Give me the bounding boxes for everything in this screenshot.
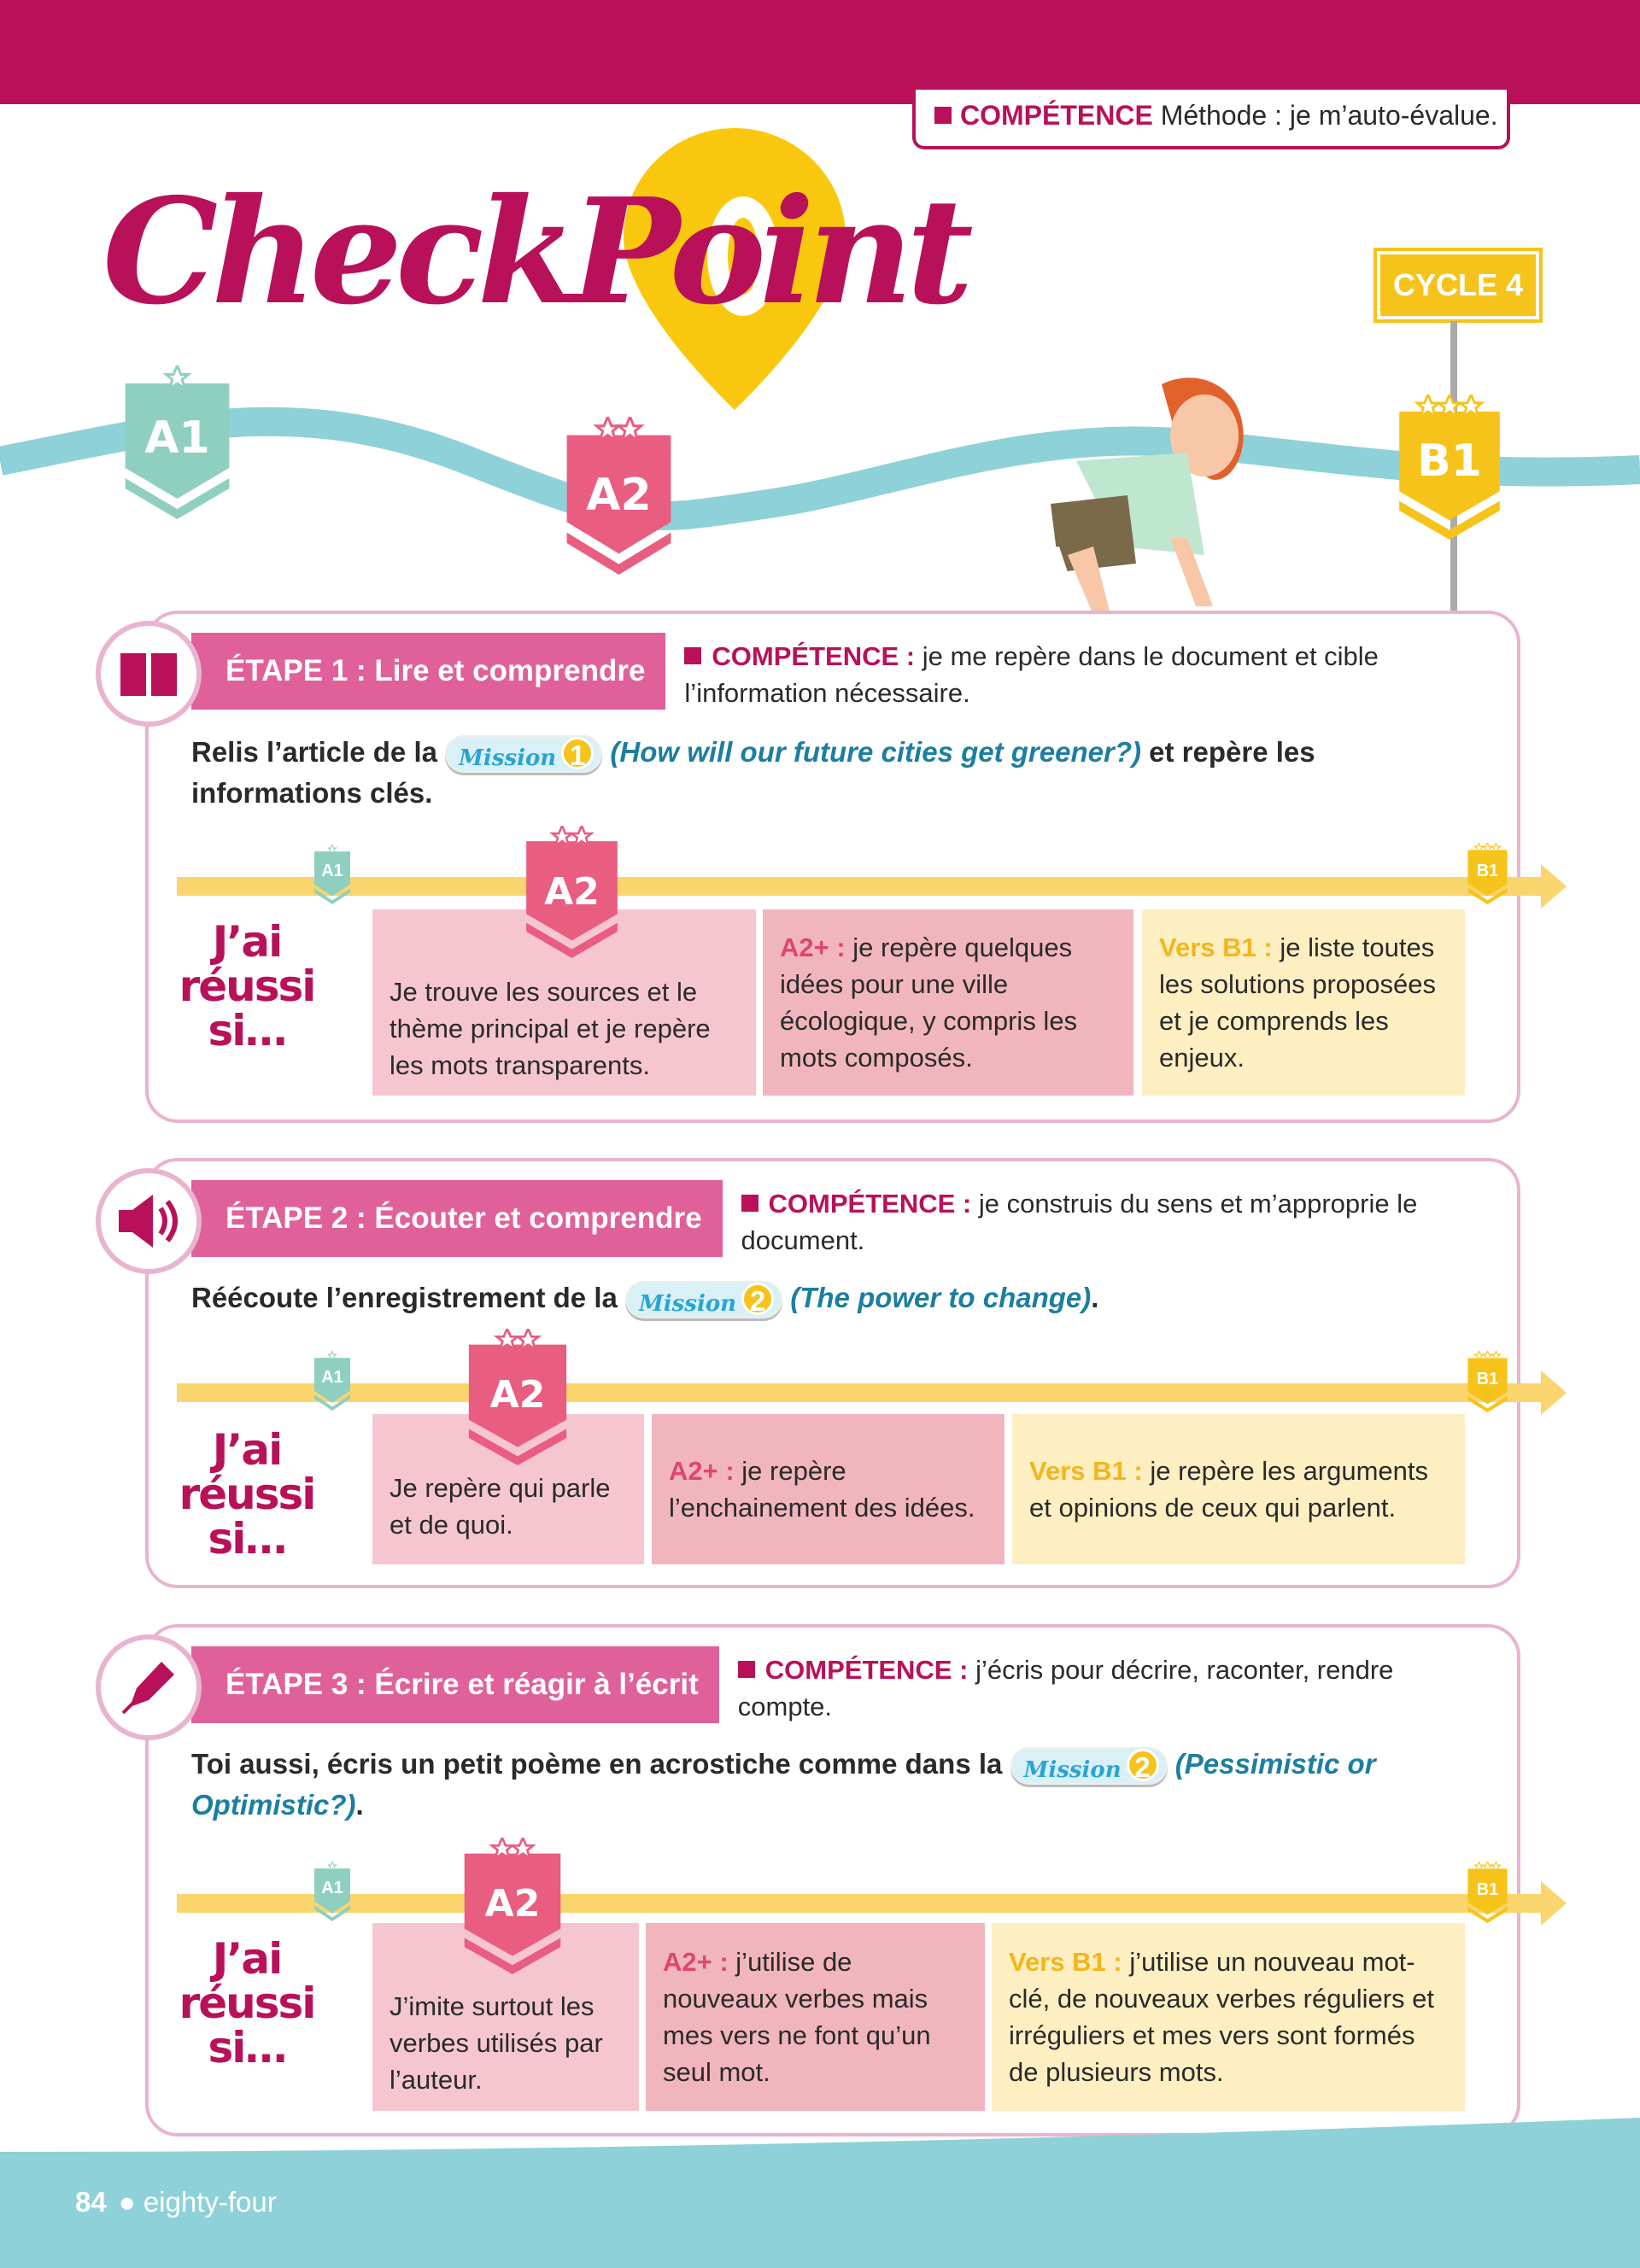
instruction: Toi aussi, écris un petit poème en acros… [191, 1747, 1376, 1821]
mini-badge-a1: A1 [311, 1862, 354, 1921]
card-vers-b1: Vers B1 : je liste toutes les solutions … [1142, 909, 1465, 1096]
cycle-sign: CYCLE 4 [1374, 248, 1543, 323]
instruction: Réécoute l’enregistrement de la Mission 2… [191, 1281, 1099, 1319]
badge-shape [1467, 1351, 1508, 1412]
badge-shape [314, 1351, 350, 1411]
progress-bar [177, 1383, 1543, 1402]
jai-reussi-si: J’ai réussi si… [179, 917, 317, 1055]
etape-1-section: ÉTAPE 1 : Lire et comprendre COMPÉTENCE … [96, 611, 1567, 1123]
mini-badge-b1: B1 [1464, 1351, 1511, 1412]
etape-title: ÉTAPE 1 : Lire et comprendre [191, 633, 666, 710]
badge-a2: A2 [455, 1838, 570, 1974]
mission-tag: Mission 2 [1010, 1747, 1168, 1786]
speaker-icon [96, 1168, 202, 1274]
badge-shape [566, 417, 671, 575]
competence-text: Méthode : je m’auto-évalue. [1160, 100, 1498, 131]
pen-nib-icon [96, 1634, 202, 1740]
mini-badge-a1: A1 [311, 1351, 354, 1411]
arrow-right-icon [1541, 864, 1567, 909]
badge-shape [1399, 395, 1500, 540]
page-number-words: eighty-four [143, 2186, 277, 2218]
badge-shape [1467, 843, 1508, 904]
badge-shape [1467, 1862, 1508, 1923]
section-header: ÉTAPE 3 : Écrire et réagir à l’écrit COM… [191, 1646, 1490, 1725]
level-badge-b1: B1 [1390, 395, 1509, 540]
page-number: 84 [75, 2186, 107, 2218]
badge-shape [125, 365, 230, 519]
top-banner [0, 0, 1640, 104]
badge-label: B1 [1417, 435, 1482, 487]
card-vers-b1: Vers B1 : je repère les arguments et opi… [1012, 1414, 1465, 1564]
section-competence: COMPÉTENCE : je construis du sens et m’a… [741, 1189, 1418, 1255]
badge-shape [314, 1862, 350, 1921]
badge-label: A1 [144, 412, 210, 464]
mission-tag: Mission 1 [445, 735, 603, 774]
etape-3-section: ÉTAPE 3 : Écrire et réagir à l’écrit COM… [96, 1624, 1567, 2136]
badge-shape [468, 1329, 567, 1465]
badge-a2: A2 [518, 826, 626, 958]
arrow-right-icon [1541, 1371, 1567, 1415]
card-vers-b1: Vers B1 : j’utilise un nouveau mot-clé, … [992, 1923, 1465, 2111]
etape-2-section: ÉTAPE 2 : Écouter et comprendre COMPÉTEN… [96, 1158, 1567, 1588]
progress-bar [177, 877, 1543, 896]
card-a2-plus: A2+ : j’utilise de nouveaux verbes mais … [646, 1923, 985, 2111]
page-footer: 84 ● eighty-four [75, 2186, 277, 2218]
mission-tag: Mission 2 [625, 1281, 783, 1319]
badge-label: A2 [586, 470, 652, 521]
bottom-band [0, 2118, 1640, 2268]
jai-reussi-si: J’ai réussi si… [179, 1934, 317, 2072]
card-a2-plus: A2+ : je repère quelques idées pour une … [763, 909, 1133, 1096]
jai-reussi-si: J’ai réussi si… [179, 1425, 317, 1564]
checkpoint-logo: CheckPoint [102, 128, 1085, 410]
badge-shape [464, 1838, 561, 1974]
book-icon [96, 621, 202, 727]
mini-badge-b1: B1 [1464, 1862, 1511, 1923]
progress-wave [0, 406, 1640, 531]
etape-title: ÉTAPE 2 : Écouter et comprendre [191, 1180, 723, 1257]
card-a2: J’imite surtout les verbes utilisés par … [372, 1923, 639, 2111]
section-header: ÉTAPE 1 : Lire et comprendre COMPÉTENCE … [191, 633, 1490, 711]
card-a2: Je trouve les sources et le thème princi… [372, 909, 756, 1096]
level-badge-a1: A1 [115, 365, 239, 519]
page-title: CheckPoint [102, 167, 974, 337]
badge-shape [314, 845, 350, 904]
mini-badge-b1: B1 [1464, 843, 1511, 904]
card-a2-plus: A2+ : je repère l’enchainement des idées… [652, 1414, 1004, 1564]
badge-a2: A2 [460, 1329, 576, 1465]
section-competence: COMPÉTENCE : je me repère dans le docume… [684, 641, 1379, 708]
level-badge-a2: A2 [557, 417, 681, 575]
section-competence: COMPÉTENCE : j’écris pour décrire, racon… [737, 1655, 1394, 1721]
competence-label: COMPÉTENCE [960, 100, 1153, 131]
arrow-right-icon [1541, 1881, 1567, 1926]
instruction: Relis l’article de la Mission 1 (How will… [191, 735, 1315, 810]
badge-shape [526, 826, 618, 958]
square-bullet-icon [934, 107, 952, 124]
etape-title: ÉTAPE 3 : Écrire et réagir à l’écrit [191, 1646, 719, 1723]
running-girl-illustration [965, 377, 1244, 615]
section-header: ÉTAPE 2 : Écouter et comprendre COMPÉTEN… [191, 1180, 1490, 1259]
progress-bar [177, 1894, 1543, 1913]
mini-badge-a1: A1 [311, 845, 354, 904]
header-competence: COMPÉTENCE Méthode : je m’auto-évalue. [912, 90, 1510, 149]
map-pin-icon [624, 128, 846, 410]
